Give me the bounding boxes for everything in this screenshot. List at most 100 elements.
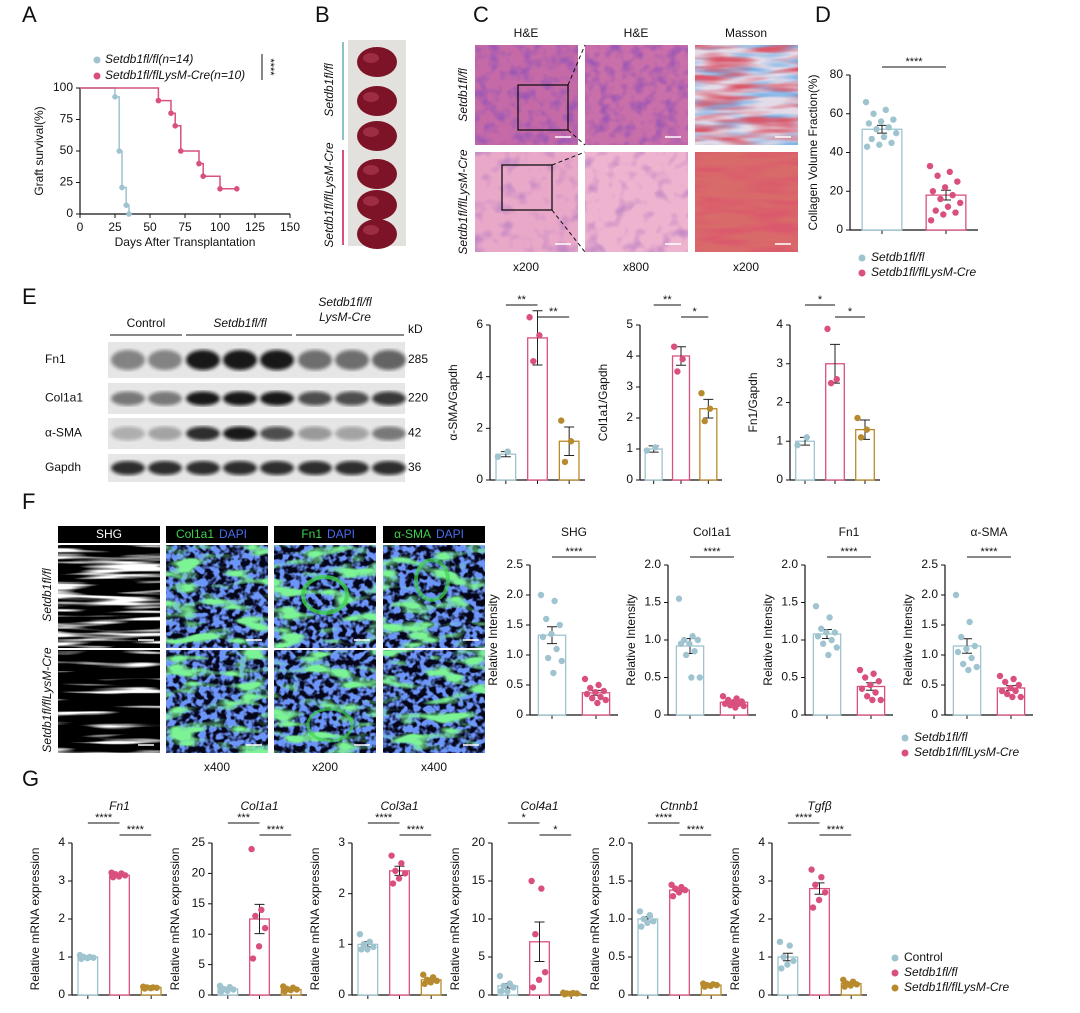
data-point	[959, 660, 967, 668]
data-point	[538, 885, 545, 892]
error-bar	[877, 124, 887, 134]
y-axis-label: Relative mRNA expression	[588, 848, 602, 991]
data-point	[567, 990, 574, 998]
data-point	[946, 168, 953, 176]
blot-band	[111, 350, 145, 370]
data-point	[293, 986, 300, 993]
panel-label: E	[22, 284, 37, 309]
data-point	[926, 162, 934, 170]
data-point	[689, 633, 696, 640]
y-axis-label: Relative mRNA expression	[28, 848, 42, 991]
protein-label: α-SMA	[45, 426, 82, 440]
y-tick-label: 80	[830, 67, 844, 81]
data-point	[643, 447, 651, 454]
chart-title: Col1a1	[240, 799, 278, 813]
chart-title: Ctnnb1	[660, 799, 699, 813]
data-point	[973, 663, 980, 671]
data-point	[812, 881, 819, 888]
data-point	[963, 645, 970, 653]
data-point	[553, 645, 560, 653]
y-tick-label: 4	[476, 369, 483, 383]
survival-point	[126, 211, 132, 217]
protein-label: Col1a1	[45, 391, 83, 405]
protein-label: Fn1	[45, 352, 66, 366]
data-point	[873, 126, 880, 133]
y-axis-label: Fn1/Gapdh	[746, 372, 760, 432]
data-point	[594, 699, 601, 707]
data-point	[1015, 681, 1022, 689]
sig-label: ****	[795, 812, 813, 824]
y-tick-label: 0	[618, 987, 625, 1001]
data-point	[121, 872, 129, 879]
data-point	[287, 986, 294, 994]
data-point	[115, 873, 123, 880]
graft	[357, 219, 397, 249]
protein-label: Gapdh	[45, 460, 81, 474]
data-point	[551, 597, 558, 605]
data-point	[954, 648, 962, 656]
y-tick-label: 0	[776, 472, 783, 486]
data-point	[675, 595, 683, 602]
data-point	[719, 693, 727, 700]
vessel	[306, 707, 354, 743]
data-point	[952, 209, 959, 216]
row-label: Setdb1fl/flLysM-Cre	[40, 647, 54, 752]
x-tick-label: 125	[245, 220, 265, 234]
graft-shine	[363, 92, 379, 102]
graft	[357, 159, 397, 189]
data-point	[880, 133, 888, 141]
data-point	[141, 985, 148, 992]
data-point	[147, 984, 154, 992]
survival-point	[168, 110, 174, 116]
legend-label: Setdb1fl/fl(n=14)	[105, 52, 193, 66]
blot-band	[186, 461, 220, 475]
data-point	[732, 704, 739, 711]
data-point	[364, 946, 371, 953]
data-point	[389, 880, 397, 887]
chart-title: Fn1	[109, 799, 130, 813]
bar	[952, 645, 982, 716]
data-point	[366, 938, 373, 945]
y-tick-label: 25	[192, 835, 206, 849]
y-tick-label: 4	[776, 317, 783, 331]
sig-label: **	[663, 294, 672, 306]
bar	[671, 355, 691, 481]
data-point	[882, 106, 889, 114]
x-tick-label: 50	[143, 220, 157, 234]
error-bar	[534, 921, 545, 963]
data-point	[530, 357, 537, 365]
data-point	[669, 893, 677, 900]
blot-band	[148, 426, 182, 441]
data-point	[927, 217, 935, 224]
y-tick-label: 0	[836, 222, 843, 236]
y-axis-label: Relative mRNA expression	[308, 848, 322, 991]
blot-band	[148, 391, 182, 406]
image-texture	[166, 650, 268, 753]
y-axis-label: Relative mRNA expression	[168, 848, 182, 991]
data-point	[833, 644, 840, 651]
bar	[77, 956, 99, 996]
y-tick-label: 100	[53, 80, 73, 94]
data-point	[808, 866, 815, 873]
graft	[357, 47, 397, 77]
data-point	[370, 943, 377, 951]
data-point	[224, 987, 231, 994]
data-point	[650, 918, 657, 925]
data-point	[944, 203, 952, 210]
panel-label: A	[22, 2, 37, 27]
blot-band	[335, 461, 369, 475]
survival-point	[172, 123, 178, 129]
data-point	[696, 674, 703, 681]
data-point	[862, 98, 870, 106]
sig-label: ****	[407, 824, 425, 836]
data-point	[817, 625, 825, 632]
blot-band	[260, 426, 294, 441]
legend-marker	[891, 984, 899, 992]
y-tick-label: 25	[60, 175, 74, 189]
y-axis-label: Relative mRNA expression	[728, 848, 742, 991]
bar	[669, 889, 690, 996]
chart-title: Col3a1	[380, 799, 418, 813]
blot-band	[260, 461, 294, 475]
zoom-line	[567, 44, 586, 86]
data-point	[701, 417, 708, 425]
